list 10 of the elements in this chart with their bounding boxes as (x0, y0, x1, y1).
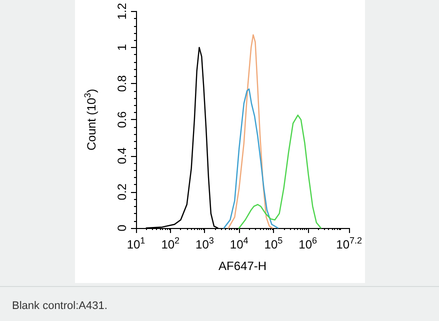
y-axis-title: Count (103) (82, 88, 98, 151)
x-axis-title: AF647-H (218, 259, 267, 273)
y-tick-label: 1.2 (115, 2, 129, 20)
y-tick-label: 0.6 (115, 111, 129, 128)
y-tick-label: 0 (115, 224, 129, 232)
y-tick-label: 0.2 (115, 183, 129, 200)
y-tick-label: 0.8 (115, 74, 129, 92)
text: Blank control:A431. (12, 300, 108, 312)
y-tick-label: 1 (115, 44, 129, 51)
y-tick-label: 0.4 (115, 147, 129, 164)
